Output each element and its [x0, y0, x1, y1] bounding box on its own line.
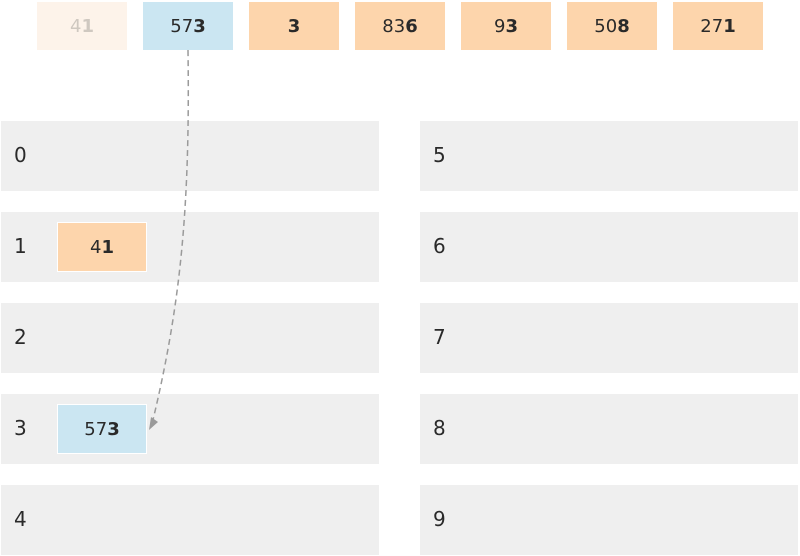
card-digit: 3	[505, 15, 518, 37]
bucket: 3 57 3	[1, 394, 379, 464]
bucket-card[interactable]: 57 3	[57, 404, 147, 454]
bucket-label: 5	[433, 143, 446, 167]
card-digit: 3	[193, 15, 206, 37]
card-digit: 1	[81, 15, 94, 37]
input-card[interactable]: 83 6	[355, 2, 445, 50]
bucket-label: 4	[14, 507, 27, 531]
card-digit: 3	[287, 15, 301, 37]
card-digit: 6	[405, 15, 418, 37]
bucket: 2	[1, 303, 379, 373]
bucket: 8	[420, 394, 798, 464]
bucket: 7	[420, 303, 798, 373]
card-prefix: 27	[700, 15, 724, 37]
card-digit: 3	[107, 418, 120, 440]
bucket: 9	[420, 485, 798, 555]
card-prefix: 57	[84, 418, 108, 440]
card-prefix: 57	[170, 15, 194, 37]
input-card[interactable]: 57 3	[143, 2, 233, 50]
card-prefix: 83	[382, 15, 406, 37]
bucket-label: 8	[433, 416, 446, 440]
input-card[interactable]: 3	[249, 2, 339, 50]
bucket-label: 9	[433, 507, 446, 531]
bucket-label: 2	[14, 325, 27, 349]
card-prefix: 50	[594, 15, 618, 37]
card-prefix: 4	[90, 236, 102, 258]
bucket-label: 7	[433, 325, 446, 349]
bucket: 4	[1, 485, 379, 555]
bucket: 0	[1, 121, 379, 191]
card-digit: 1	[723, 15, 736, 37]
bucket: 5	[420, 121, 798, 191]
bucket-label: 6	[433, 234, 446, 258]
input-card[interactable]: 50 8	[567, 2, 657, 50]
card-digit: 8	[617, 15, 630, 37]
bucket-label: 3	[14, 416, 27, 440]
input-card[interactable]: 27 1	[673, 2, 763, 50]
card-prefix: 9	[494, 15, 506, 37]
card-prefix: 4	[70, 15, 82, 37]
bucket: 6	[420, 212, 798, 282]
card-digit: 1	[101, 236, 114, 258]
bucket-label: 1	[14, 234, 27, 258]
bucket-label: 0	[14, 143, 27, 167]
